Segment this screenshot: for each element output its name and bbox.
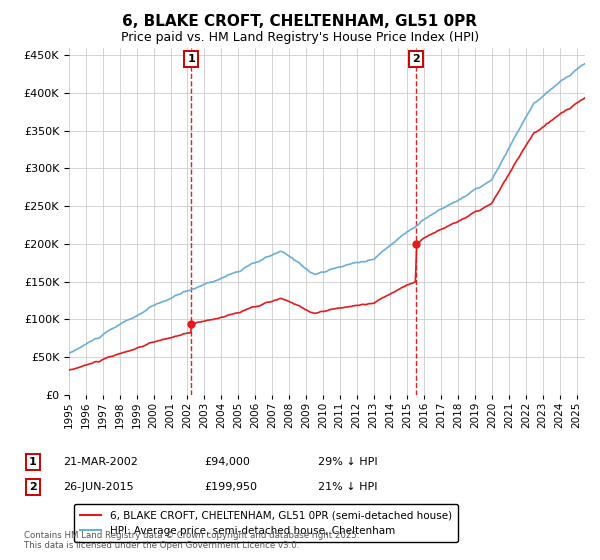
Text: 2: 2	[412, 54, 419, 64]
Text: Contains HM Land Registry data © Crown copyright and database right 2025.
This d: Contains HM Land Registry data © Crown c…	[24, 530, 359, 550]
Text: Price paid vs. HM Land Registry's House Price Index (HPI): Price paid vs. HM Land Registry's House …	[121, 31, 479, 44]
Legend: 6, BLAKE CROFT, CHELTENHAM, GL51 0PR (semi-detached house), HPI: Average price, : 6, BLAKE CROFT, CHELTENHAM, GL51 0PR (se…	[74, 504, 458, 542]
Text: 21-MAR-2002: 21-MAR-2002	[63, 457, 138, 467]
Text: £199,950: £199,950	[204, 482, 257, 492]
Text: 21% ↓ HPI: 21% ↓ HPI	[318, 482, 377, 492]
Text: 26-JUN-2015: 26-JUN-2015	[63, 482, 134, 492]
Text: £94,000: £94,000	[204, 457, 250, 467]
Text: 6, BLAKE CROFT, CHELTENHAM, GL51 0PR: 6, BLAKE CROFT, CHELTENHAM, GL51 0PR	[122, 14, 478, 29]
Text: 1: 1	[29, 457, 37, 467]
Text: 1: 1	[187, 54, 195, 64]
Text: 2: 2	[29, 482, 37, 492]
Text: 29% ↓ HPI: 29% ↓ HPI	[318, 457, 377, 467]
